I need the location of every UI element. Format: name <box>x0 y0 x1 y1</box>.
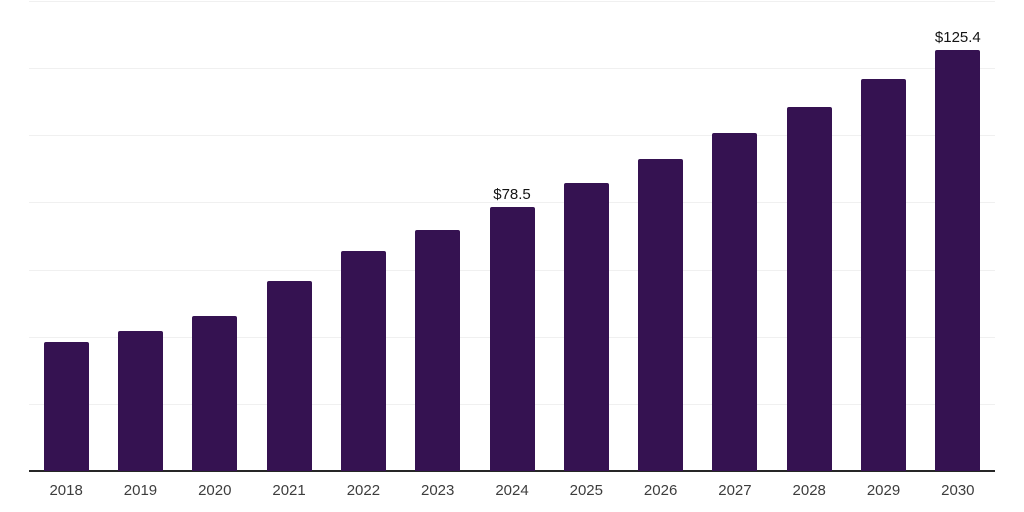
bar-2029 <box>861 78 907 471</box>
gridline <box>29 1 995 2</box>
bar-2026 <box>638 158 684 471</box>
x-tick-label-2023: 2023 <box>421 482 455 499</box>
x-tick-label-2019: 2019 <box>123 482 158 499</box>
bar-2028 <box>786 106 832 471</box>
bar-value-label-2024: $78.5 <box>493 186 531 204</box>
x-tick-label-2025: 2025 <box>569 482 603 499</box>
bar-2025 <box>563 182 609 471</box>
x-tick-label-2026: 2026 <box>643 482 678 499</box>
bar-2030 <box>935 50 981 471</box>
bar-2027 <box>712 132 758 471</box>
x-tick-label-2028: 2028 <box>792 482 826 499</box>
bar-2023 <box>415 229 461 471</box>
gridline <box>29 135 995 137</box>
x-tick-label-2027: 2027 <box>718 482 752 499</box>
x-tick-label-2020: 2020 <box>198 482 232 499</box>
bar-value-label-2030: $125.4 <box>934 29 981 46</box>
bar-2018 <box>43 342 89 471</box>
x-tick-label-2021: 2021 <box>272 482 306 499</box>
x-tick-label-2030: 2030 <box>941 482 975 499</box>
bar-2021 <box>266 281 312 471</box>
x-tick-label-2018: 2018 <box>49 482 83 499</box>
bar-2024 <box>489 207 535 471</box>
plot-area: 2018 2019 2020 2021 2022 2023 $78.5 2024 2025 202… <box>29 0 995 499</box>
x-axis-line <box>29 470 995 472</box>
bar-2019 <box>117 331 163 471</box>
gridline <box>29 202 995 204</box>
x-tick-label-2029: 2029 <box>866 482 901 499</box>
x-tick-label-2024: 2024 <box>495 482 529 499</box>
x-tick-label-2022: 2022 <box>346 482 381 499</box>
gridline <box>29 68 995 70</box>
bar-2022 <box>340 251 386 471</box>
bar-2020 <box>192 316 238 471</box>
